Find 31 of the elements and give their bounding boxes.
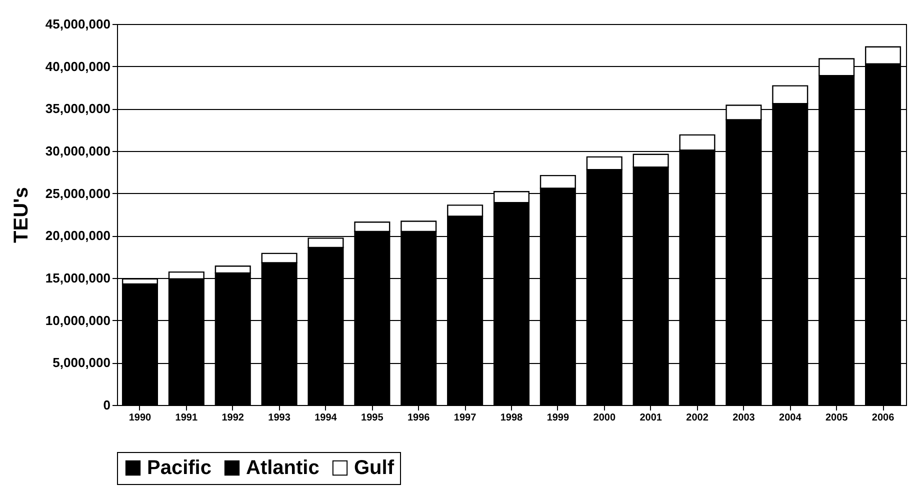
x-tick-label: 1999 (546, 412, 570, 424)
x-tick-label: 2005 (825, 412, 848, 424)
y-tick-label: 0 (103, 398, 110, 412)
y-tick-label: 35,000,000 (45, 101, 110, 116)
y-tick-label: 40,000,000 (45, 58, 110, 74)
legend-label: Gulf (354, 457, 394, 479)
x-tick-label: 1996 (407, 412, 430, 424)
x-tick-label: 1992 (222, 412, 244, 424)
x-tick-label: 1997 (454, 412, 477, 424)
y-tick-label: 45,000,000 (45, 16, 110, 32)
x-tick-label: 2002 (686, 412, 709, 424)
x-tick-label: 2006 (872, 412, 895, 424)
legend-label: Pacific (147, 457, 212, 479)
x-tick-label: 1994 (314, 412, 338, 424)
x-tick-label: 2001 (640, 412, 662, 424)
y-tick-label: 15,000,000 (45, 270, 110, 286)
y-tick-label: 5,000,000 (52, 355, 110, 370)
y-tick-label: 20,000,000 (45, 228, 110, 244)
x-tick-label: 1993 (268, 412, 291, 424)
x-tick-label: 2003 (732, 412, 756, 424)
x-tick-label: 1991 (175, 412, 198, 424)
x-tick-label: 2000 (593, 412, 616, 424)
x-tick-label: 1990 (128, 412, 152, 424)
x-tick-label: 1995 (361, 412, 384, 424)
y-tick-label: 10,000,000 (45, 312, 110, 328)
y-tick-label: 30,000,000 (45, 144, 110, 158)
legend-label: Atlantic (246, 457, 320, 479)
x-tick-label: 1998 (500, 412, 524, 424)
y-axis-title: TEU's (10, 187, 32, 243)
y-tick-label: 25,000,000 (45, 186, 110, 201)
x-tick-label: 2004 (779, 412, 802, 424)
